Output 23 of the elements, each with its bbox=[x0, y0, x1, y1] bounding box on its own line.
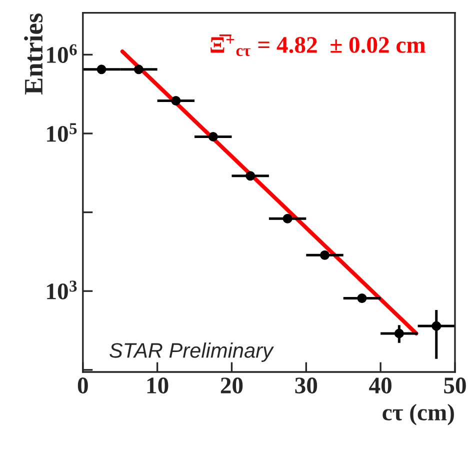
x-axis-title: cτ (cm) bbox=[382, 404, 454, 426]
x-tick-label: 20 bbox=[220, 378, 243, 394]
point bbox=[171, 96, 181, 106]
y-tick-label: 10$^{5}$ bbox=[47, 123, 77, 142]
point bbox=[134, 64, 144, 74]
point bbox=[320, 250, 330, 260]
x-tick-label: 0 bbox=[78, 378, 88, 394]
point bbox=[246, 171, 256, 181]
point bbox=[357, 294, 367, 304]
x-tick-label: 30 bbox=[295, 378, 318, 394]
point bbox=[96, 64, 106, 74]
y-tick-label: 10$^{6}$ bbox=[47, 44, 77, 63]
x-tick-label: 40 bbox=[369, 378, 392, 394]
x-tick-label: 50 bbox=[444, 378, 466, 394]
point bbox=[282, 214, 292, 224]
point bbox=[394, 328, 404, 338]
annotation: STAR Preliminary bbox=[110, 342, 274, 362]
x-tick-label: 10 bbox=[147, 378, 168, 394]
y-tick-label: 10$^{3}$ bbox=[47, 280, 77, 300]
point bbox=[208, 132, 218, 142]
annotation: Ξ̅$^{+}$$_{cτ}$ = 4.82 ± 0.02 cm bbox=[210, 34, 426, 56]
point bbox=[432, 321, 442, 331]
y-axis-title: Entries bbox=[24, 13, 43, 94]
